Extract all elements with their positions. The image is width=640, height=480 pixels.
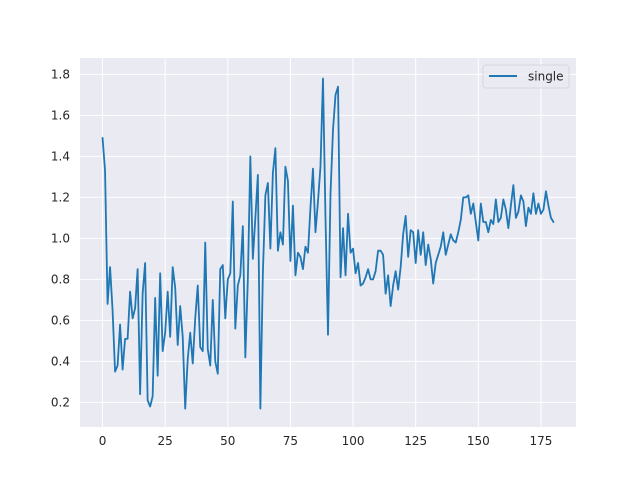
x-tick-label: 75 — [283, 434, 298, 448]
plot-area-background — [80, 58, 576, 427]
series-line-single — [101, 77, 555, 410]
series-lines — [101, 77, 555, 410]
x-tick-label: 100 — [342, 434, 365, 448]
y-tick-label: 0.6 — [51, 313, 70, 327]
y-tick-label: 0.4 — [51, 354, 70, 368]
x-tick-label: 50 — [220, 434, 235, 448]
y-tick-label: 0.2 — [51, 395, 70, 409]
grid-lines — [80, 58, 576, 427]
legend-label-single: single — [528, 70, 564, 84]
x-tick-label: 125 — [404, 434, 427, 448]
y-tick-label: 1.6 — [51, 108, 70, 122]
y-tick-label: 1.0 — [51, 231, 70, 245]
y-tick-label: 0.8 — [51, 272, 70, 286]
x-tick-label: 175 — [529, 434, 552, 448]
tick-labels: 0 25 50 75 100 125 150 175 0.2 0.4 0.6 0.8 1.0 1.2 1.4… — [51, 67, 552, 448]
x-tick-label: 0 — [99, 434, 107, 448]
y-tick-label: 1.4 — [51, 149, 70, 163]
y-tick-label: 1.2 — [51, 190, 70, 204]
x-tick-label: 150 — [467, 434, 490, 448]
legend: single — [482, 64, 570, 89]
x-tick-label: 25 — [158, 434, 173, 448]
y-tick-label: 1.8 — [51, 67, 70, 81]
legend-box — [482, 64, 570, 89]
